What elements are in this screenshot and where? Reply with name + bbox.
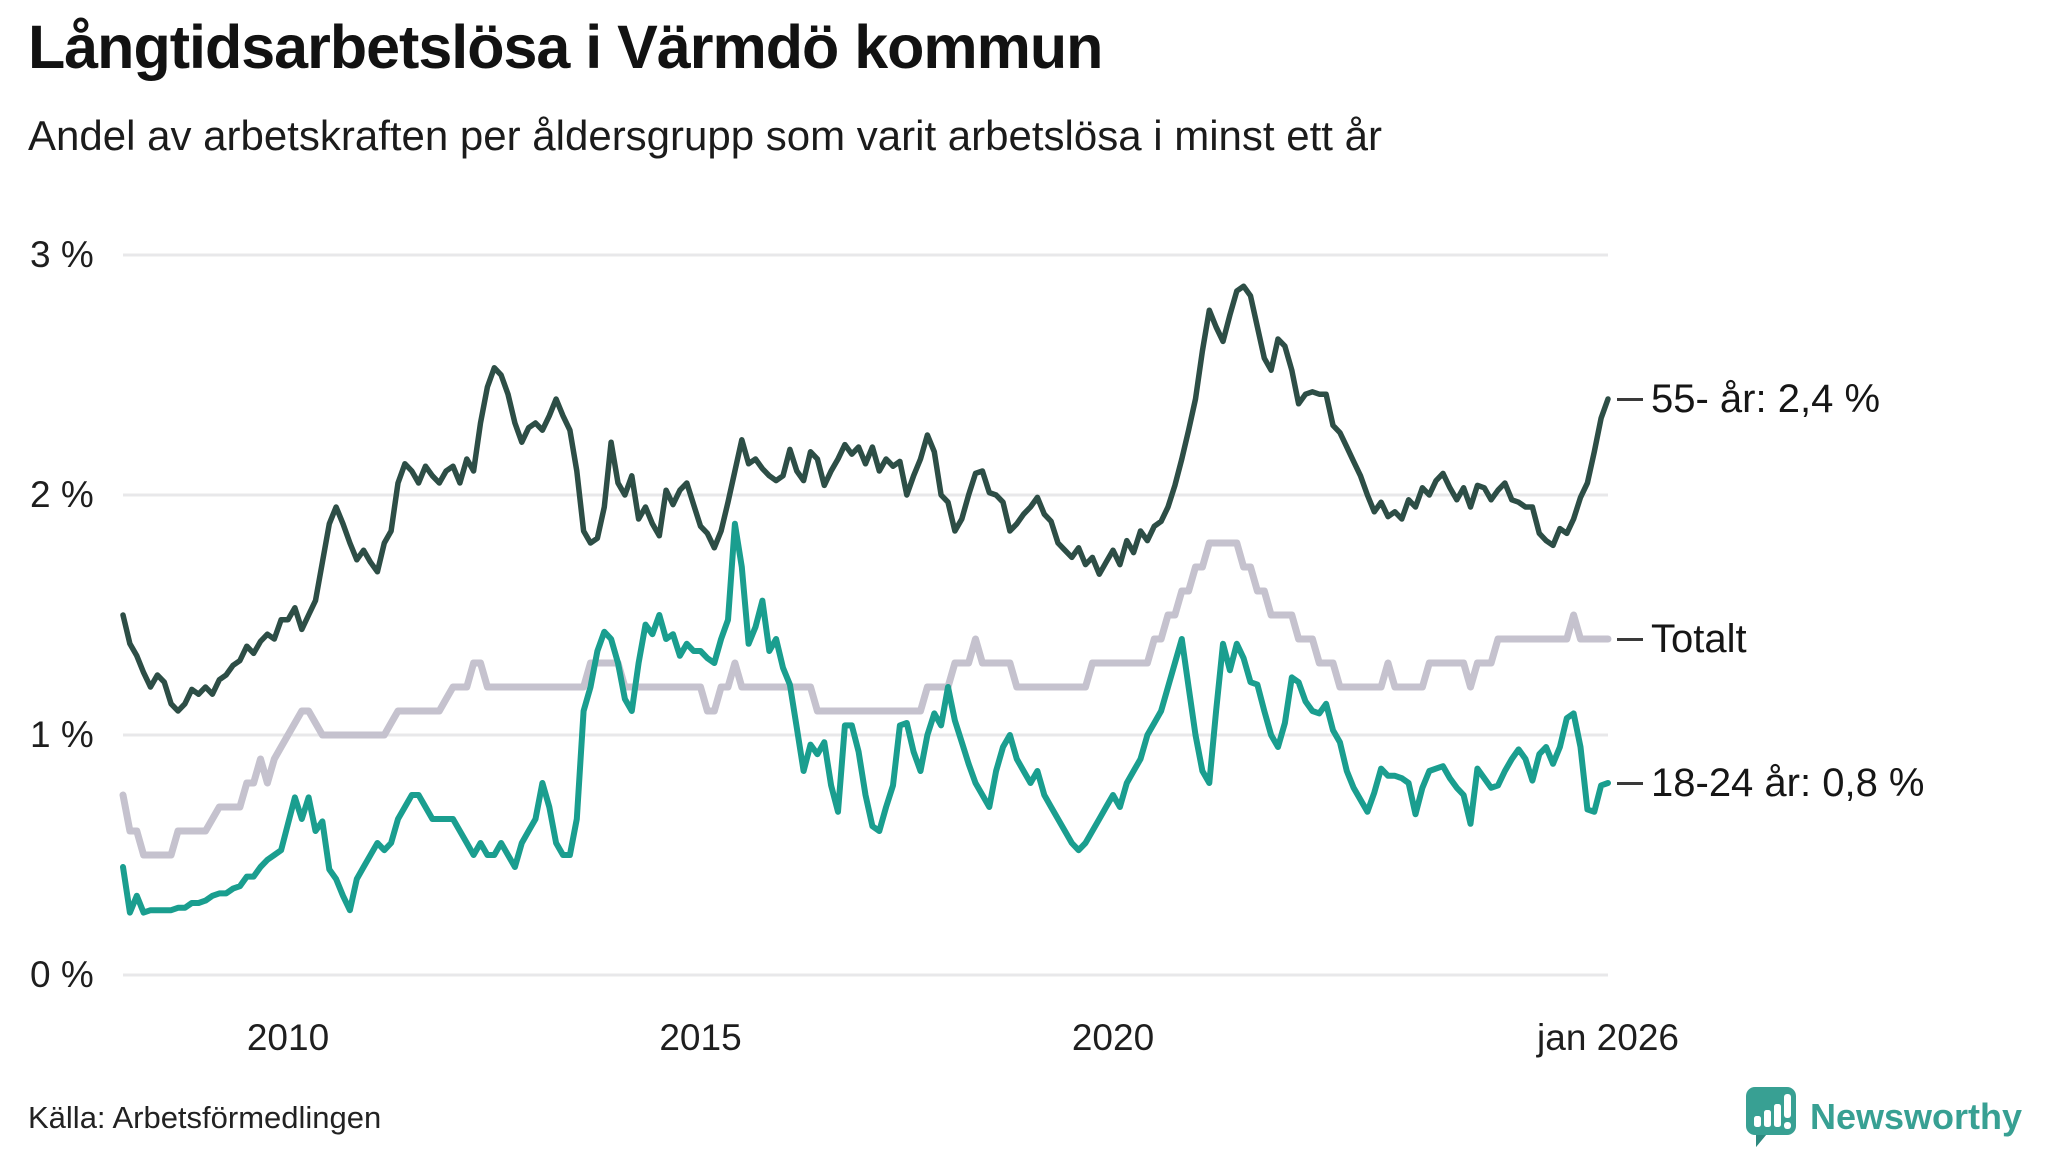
y-tick-label: 0 % [30, 954, 94, 995]
series-label-text: 18-24 år: 0,8 % [1651, 760, 1925, 805]
series-label-18-24-ar: 18-24 år: 0,8 % [1617, 759, 1925, 807]
newsworthy-icon [1745, 1087, 1796, 1147]
y-tick-label: 1 % [30, 714, 94, 755]
series-line-55- år [120, 283, 1611, 714]
y-tick-label: 2 % [30, 474, 94, 515]
y-tick-label: 3 % [30, 234, 94, 275]
chart-subtitle: Andel av arbetskraften per åldersgrupp s… [28, 112, 1382, 159]
x-tick-label: 2015 [659, 1017, 742, 1058]
page-title: Långtidsarbetslösa i Värmdö kommun [28, 13, 1103, 81]
x-tick-label: 2020 [1071, 1017, 1155, 1058]
source-note: Källa: Arbetsförmedlingen [28, 1100, 382, 1135]
label-tick-dash [1617, 781, 1643, 785]
series-label-text: Totalt [1651, 616, 1747, 661]
newsworthy-wordmark: Newsworthy [1809, 1096, 2022, 1137]
newsworthy-logo: Newsworthy [1745, 1086, 2022, 1148]
label-tick-dash [1617, 637, 1643, 641]
series-label-55-ar: 55- år: 2,4 % [1617, 375, 1880, 423]
series-line-Totalt [119, 539, 1612, 859]
x-tick-label: jan 2026 [1537, 1017, 1679, 1058]
label-tick-dash [1617, 397, 1643, 401]
series-label-text: 55- år: 2,4 % [1651, 376, 1881, 421]
series-label-totalt: Totalt [1617, 615, 1747, 663]
x-tick-label: 2010 [246, 1017, 330, 1058]
series-line-18-24 år [120, 520, 1611, 916]
